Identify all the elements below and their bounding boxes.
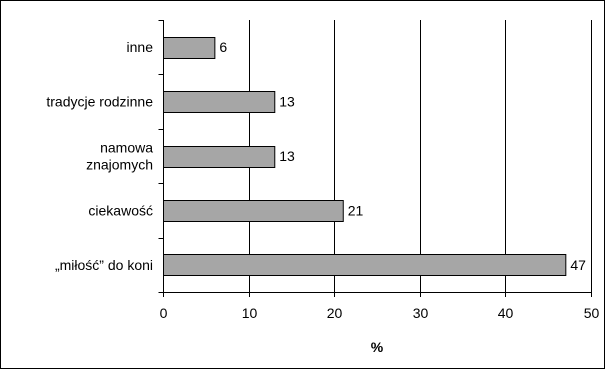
category-label-line: znajomych	[86, 157, 153, 173]
category-label: inne	[127, 39, 154, 55]
category-label-line: tradycje rodzinne	[46, 94, 153, 110]
x-tick-label: 50	[584, 305, 600, 321]
category-label-line: namowa	[100, 140, 153, 156]
x-axis-title: %	[371, 339, 384, 355]
data-label: 13	[279, 94, 295, 110]
bar	[163, 146, 276, 168]
axes	[158, 20, 592, 297]
x-tick-label: 40	[498, 305, 514, 321]
bars	[163, 37, 567, 276]
bar	[163, 200, 344, 222]
x-tick-label: 20	[327, 305, 343, 321]
category-label: ciekawość	[88, 202, 153, 218]
bar	[163, 37, 216, 59]
bar	[163, 91, 276, 113]
category-label: namowa znajomych	[86, 140, 153, 173]
labels: 0 10 20 30 40 50 6 inne 13 tradycje rodzinne 13 nam…	[46, 39, 599, 321]
data-label: 21	[348, 202, 364, 218]
data-label: 6	[219, 39, 227, 55]
category-label-line: „miłość” do koni	[55, 257, 153, 273]
grid	[249, 20, 592, 292]
bar	[163, 254, 567, 276]
category-label-line: ciekawość	[88, 202, 153, 218]
data-label: 47	[570, 257, 586, 273]
category-label: tradycje rodzinne	[46, 94, 153, 110]
x-tick-label: 30	[413, 305, 429, 321]
data-label: 13	[279, 148, 295, 164]
x-tick-label: 0	[160, 305, 168, 321]
category-label-line: inne	[127, 39, 154, 55]
category-label: „miłość” do koni	[55, 257, 153, 273]
x-tick-label: 10	[242, 305, 258, 321]
